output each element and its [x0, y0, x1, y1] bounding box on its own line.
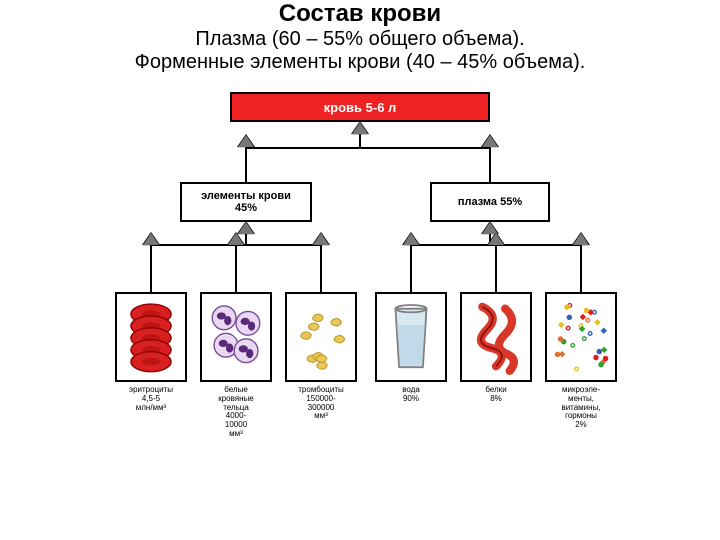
leaf-erythro	[115, 292, 187, 382]
leaf-protein	[460, 292, 532, 382]
leaf-water	[375, 292, 447, 382]
caption-thrombo: тромбоциты 150000- 300000 мм³	[280, 386, 362, 421]
caption-water: вода 90%	[370, 386, 452, 404]
caption-protein: белки 8%	[455, 386, 537, 404]
caption-micro: микроэле- менты, витамины, гормоны 2%	[540, 386, 622, 430]
root-box: кровь 5-6 л	[230, 92, 490, 122]
caption-leuko: белые кровяные тельца 4000- 10000 мм³	[195, 386, 277, 439]
page-title: Состав крови	[0, 0, 720, 28]
caption-erythro: эритроциты 4,5-5 млн/мм³	[110, 386, 192, 412]
leaf-micro	[545, 292, 617, 382]
plasma-box: плазма 55%	[430, 182, 550, 222]
blood-composition-diagram: кровь 5-6 л элементы крови 45% плазма 55% э…	[100, 92, 620, 492]
leaf-thrombo	[285, 292, 357, 382]
subtitle-line2: Форменные элементы крови (40 – 45% объем…	[0, 51, 720, 74]
leaf-leuko	[200, 292, 272, 382]
subtitle-line1: Плазма (60 – 55% общего объема).	[0, 28, 720, 51]
elements-box: элементы крови 45%	[180, 182, 312, 222]
